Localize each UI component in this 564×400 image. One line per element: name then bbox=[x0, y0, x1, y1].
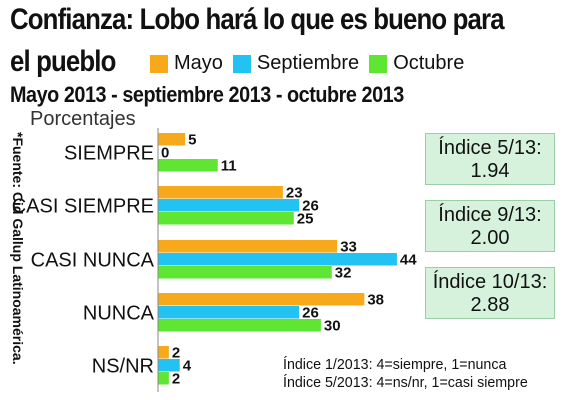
legend-label-octubre: Octubre bbox=[393, 52, 465, 74]
legend: Mayo Septiembre Octubre bbox=[150, 52, 464, 75]
data-label-4-1: 4 bbox=[183, 358, 192, 375]
bar-4-2 bbox=[158, 372, 169, 385]
legend-swatch-octubre bbox=[369, 54, 388, 73]
bar-1-0 bbox=[158, 186, 283, 199]
data-label-4-0: 2 bbox=[172, 345, 180, 362]
index-note-1: Índice 1/2013: 4=siempre, 1=nunca bbox=[283, 356, 507, 373]
data-label-3-2: 30 bbox=[324, 318, 341, 335]
chart-subtitle: Mayo 2013 - septiembre 2013 - octubre 20… bbox=[10, 82, 404, 107]
category-label-1: CASI SIEMPRE bbox=[12, 195, 154, 217]
bar-1-2 bbox=[158, 212, 294, 225]
index-value-may: 1.94 bbox=[470, 160, 510, 182]
legend-swatch-septiembre bbox=[232, 54, 251, 73]
data-label-1-1: 26 bbox=[302, 198, 319, 215]
chart-title: Confianza: Lobo hará lo que es bueno par… bbox=[10, 3, 505, 36]
category-label-2: CASI NUNCA bbox=[31, 249, 155, 271]
bar-4-1 bbox=[158, 359, 180, 372]
bar-2-2 bbox=[158, 266, 332, 279]
index-box-sep: Índice 9/13: 2.00 bbox=[425, 200, 555, 252]
category-label-3: NUNCA bbox=[83, 302, 155, 324]
legend-item-septiembre: Septiembre bbox=[232, 52, 360, 75]
data-label-0-2: 11 bbox=[221, 158, 237, 175]
legend-label-mayo: Mayo bbox=[174, 52, 223, 74]
bar-3-0 bbox=[158, 293, 365, 306]
data-label-0-1: 0 bbox=[161, 145, 169, 162]
bar-1-1 bbox=[158, 199, 300, 212]
data-label-4-2: 2 bbox=[172, 371, 180, 388]
data-label-1-2: 25 bbox=[297, 211, 314, 228]
legend-item-mayo: Mayo bbox=[150, 52, 223, 75]
data-label-1-0: 23 bbox=[286, 185, 303, 202]
category-label-4: NS/NR bbox=[92, 355, 154, 377]
y-axis-label: Porcentajes bbox=[30, 108, 136, 130]
data-label-3-0: 38 bbox=[367, 292, 384, 309]
index-label-may: Índice 5/13: bbox=[438, 137, 542, 159]
data-label-3-1: 26 bbox=[302, 305, 319, 322]
index-value-oct: 2.88 bbox=[470, 294, 510, 316]
data-label-0-0: 5 bbox=[188, 132, 196, 149]
data-label-2-1: 44 bbox=[400, 252, 417, 269]
legend-label-septiembre: Septiembre bbox=[256, 52, 360, 74]
bar-3-2 bbox=[158, 319, 321, 332]
bar-0-2 bbox=[158, 159, 218, 172]
bar-0-0 bbox=[158, 133, 186, 146]
index-note-2: Índice 5/2013: 4=ns/nr, 1=casi siempre bbox=[283, 374, 528, 391]
bar-2-0 bbox=[158, 240, 338, 253]
bar-3-1 bbox=[158, 306, 300, 319]
data-label-2-2: 32 bbox=[335, 265, 352, 282]
bar-4-0 bbox=[158, 346, 169, 359]
legend-swatch-mayo bbox=[150, 54, 168, 73]
category-label-0: SIEMPRE bbox=[64, 142, 154, 164]
index-label-oct: Índice 10/13: bbox=[432, 271, 548, 293]
index-value-sep: 2.00 bbox=[470, 227, 510, 249]
data-label-2-0: 33 bbox=[340, 239, 357, 256]
legend-item-octubre: Octubre bbox=[369, 52, 464, 75]
chart-title-line2: el pueblo bbox=[10, 45, 116, 78]
index-label-sep: Índice 9/13: bbox=[438, 204, 542, 226]
index-box-oct: Índice 10/13: 2.88 bbox=[425, 267, 555, 319]
index-box-may: Índice 5/13: 1.94 bbox=[425, 133, 555, 185]
bar-2-1 bbox=[158, 253, 397, 266]
